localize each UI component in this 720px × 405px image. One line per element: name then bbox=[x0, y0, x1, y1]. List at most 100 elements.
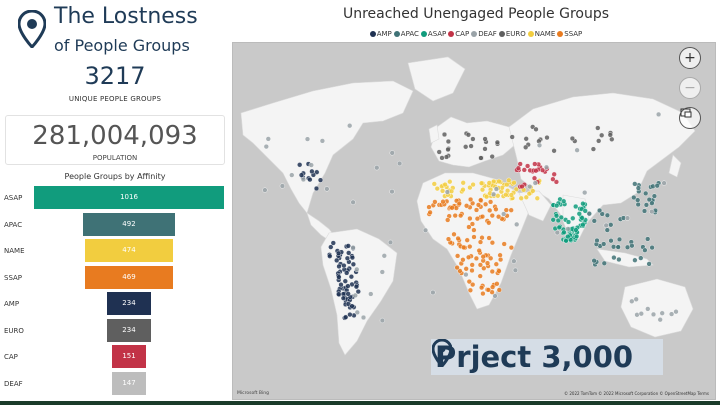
people-group-dot-ssap[interactable] bbox=[497, 252, 503, 258]
people-group-dot-deaf[interactable] bbox=[645, 306, 651, 312]
people-group-dot-apac[interactable] bbox=[645, 236, 651, 242]
people-group-dot-amp[interactable] bbox=[343, 314, 349, 320]
people-group-dot-deaf[interactable] bbox=[527, 184, 533, 190]
people-group-dot-euro[interactable] bbox=[470, 136, 476, 142]
people-group-dot-ssap[interactable] bbox=[496, 287, 502, 293]
people-group-dot-deaf[interactable] bbox=[657, 317, 663, 323]
people-group-dot-deaf[interactable] bbox=[493, 186, 500, 192]
people-group-dot-euro[interactable] bbox=[607, 132, 613, 138]
people-group-dot-deaf[interactable] bbox=[492, 293, 498, 299]
world-map[interactable]: + − Pr ject 3,000 Microsoft Bing © 2022 … bbox=[232, 42, 716, 400]
people-group-dot-deaf[interactable] bbox=[352, 292, 358, 299]
people-group-dot-name[interactable] bbox=[431, 181, 437, 187]
people-group-dot-ssap[interactable] bbox=[467, 244, 473, 250]
people-group-dot-deaf[interactable] bbox=[422, 227, 429, 233]
people-group-dot-ssap[interactable] bbox=[457, 268, 463, 274]
people-group-dot-amp[interactable] bbox=[345, 283, 351, 289]
people-group-dot-euro[interactable] bbox=[609, 136, 615, 142]
people-group-dot-amp[interactable] bbox=[307, 177, 313, 183]
people-group-dot-ssap[interactable] bbox=[469, 262, 475, 268]
people-group-dot-deaf[interactable] bbox=[389, 189, 395, 195]
people-group-dot-amp[interactable] bbox=[346, 250, 352, 256]
people-group-dot-apac[interactable] bbox=[649, 200, 655, 206]
people-group-dot-euro[interactable] bbox=[523, 144, 529, 150]
people-group-dot-apac[interactable] bbox=[611, 244, 617, 250]
people-group-dot-ssap[interactable] bbox=[498, 257, 504, 263]
people-group-dot-deaf[interactable] bbox=[582, 190, 588, 196]
people-group-dot-apac[interactable] bbox=[597, 207, 603, 214]
legend-item-amp[interactable]: AMP bbox=[369, 30, 392, 38]
people-group-dot-apac[interactable] bbox=[641, 208, 648, 214]
people-group-dot-deaf[interactable] bbox=[624, 215, 631, 221]
people-group-dot-deaf[interactable] bbox=[650, 311, 657, 318]
people-group-dot-ssap[interactable] bbox=[490, 284, 496, 290]
people-group-dot-apac[interactable] bbox=[591, 258, 597, 264]
people-group-dot-deaf[interactable] bbox=[265, 136, 271, 142]
people-group-dot-deaf[interactable] bbox=[262, 187, 268, 193]
people-group-dot-ssap[interactable] bbox=[464, 237, 470, 243]
people-group-dot-ssap[interactable] bbox=[455, 235, 461, 242]
people-group-dot-apac[interactable] bbox=[650, 183, 656, 189]
people-group-dot-apac[interactable] bbox=[591, 218, 597, 224]
people-group-dot-apac[interactable] bbox=[624, 244, 631, 250]
people-group-dot-ssap[interactable] bbox=[483, 201, 489, 207]
bar-name[interactable] bbox=[84, 239, 174, 262]
people-group-dot-name[interactable] bbox=[440, 188, 446, 194]
people-group-dot-name[interactable] bbox=[496, 178, 502, 185]
people-group-dot-deaf[interactable] bbox=[354, 266, 360, 273]
people-group-dot-deaf[interactable] bbox=[574, 147, 580, 153]
people-group-dot-ssap[interactable] bbox=[493, 261, 499, 267]
people-group-dot-ssap[interactable] bbox=[463, 266, 469, 272]
people-group-dot-asap[interactable] bbox=[554, 203, 560, 209]
people-group-dot-deaf[interactable] bbox=[532, 180, 538, 186]
people-group-dot-name[interactable] bbox=[523, 194, 529, 200]
people-group-dot-amp[interactable] bbox=[349, 303, 355, 309]
people-group-dot-ssap[interactable] bbox=[451, 231, 457, 237]
people-group-dot-deaf[interactable] bbox=[554, 230, 560, 236]
people-group-dot-ssap[interactable] bbox=[466, 279, 472, 285]
people-group-dot-deaf[interactable] bbox=[659, 310, 665, 316]
map-attribution[interactable]: © 2022 TomTom © 2022 Microsoft Corporati… bbox=[564, 391, 709, 396]
people-group-dot-name[interactable] bbox=[479, 187, 486, 193]
people-group-dot-apac[interactable] bbox=[646, 197, 652, 203]
people-group-dot-amp[interactable] bbox=[348, 274, 355, 280]
people-group-dot-deaf[interactable] bbox=[430, 289, 436, 296]
people-group-dot-apac[interactable] bbox=[616, 256, 622, 263]
people-group-dot-euro[interactable] bbox=[494, 139, 501, 146]
people-group-dot-deaf[interactable] bbox=[536, 142, 543, 148]
people-group-dot-euro[interactable] bbox=[445, 138, 452, 145]
people-group-dot-ssap[interactable] bbox=[461, 244, 467, 251]
people-group-dot-cap[interactable] bbox=[539, 167, 546, 173]
people-group-dot-euro[interactable] bbox=[544, 134, 550, 141]
people-group-dot-ssap[interactable] bbox=[427, 209, 433, 216]
people-group-dot-asap[interactable] bbox=[565, 234, 571, 240]
people-group-dot-name[interactable] bbox=[506, 177, 512, 183]
people-group-dot-ssap[interactable] bbox=[469, 267, 475, 274]
people-group-dot-ssap[interactable] bbox=[460, 257, 466, 263]
people-group-dot-ssap[interactable] bbox=[494, 281, 500, 287]
people-group-dot-apac[interactable] bbox=[608, 222, 614, 228]
people-group-dot-ssap[interactable] bbox=[474, 216, 481, 222]
people-group-dot-ssap[interactable] bbox=[508, 245, 515, 251]
people-group-dot-apac[interactable] bbox=[615, 244, 621, 250]
people-group-dot-deaf[interactable] bbox=[308, 162, 314, 168]
people-group-dot-apac[interactable] bbox=[629, 243, 635, 249]
people-group-dot-name[interactable] bbox=[442, 182, 448, 188]
people-group-dot-ssap[interactable] bbox=[449, 205, 455, 211]
people-group-dot-amp[interactable] bbox=[355, 289, 361, 295]
people-group-dot-amp[interactable] bbox=[298, 172, 305, 178]
legend-item-ssap[interactable]: SSAP bbox=[557, 30, 582, 38]
people-group-dot-asap[interactable] bbox=[574, 233, 580, 240]
people-group-dot-ssap[interactable] bbox=[469, 221, 476, 227]
people-group-dot-apac[interactable] bbox=[646, 261, 652, 267]
people-group-dot-deaf[interactable] bbox=[300, 176, 307, 183]
people-group-dot-ssap[interactable] bbox=[440, 199, 446, 205]
people-group-dot-cap[interactable] bbox=[519, 183, 525, 190]
people-group-dot-name[interactable] bbox=[511, 180, 517, 186]
people-group-dot-euro[interactable] bbox=[482, 136, 488, 142]
people-group-dot-deaf[interactable] bbox=[511, 258, 517, 264]
bar-asap[interactable] bbox=[34, 186, 224, 209]
people-group-dot-deaf[interactable] bbox=[381, 253, 387, 259]
people-group-dot-apac[interactable] bbox=[604, 227, 610, 233]
map-style-button[interactable] bbox=[679, 107, 701, 129]
